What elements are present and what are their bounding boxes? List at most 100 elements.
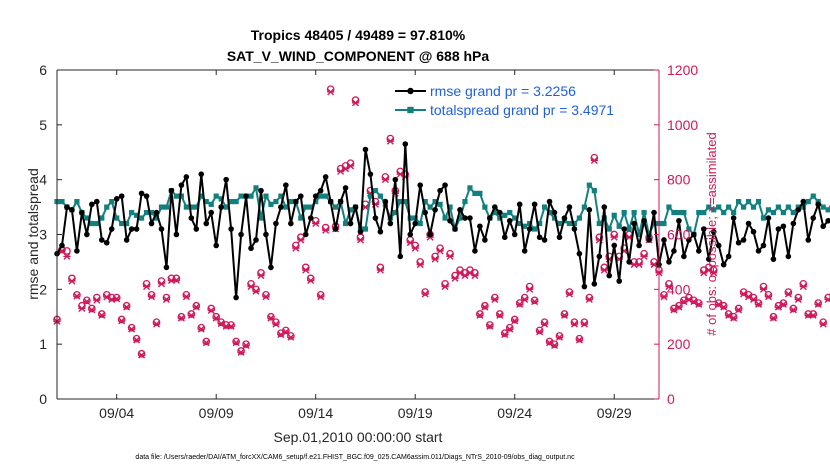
totalspread-point <box>363 226 368 231</box>
rmse-point <box>233 295 239 301</box>
y-left-tick-label: 0 <box>39 391 47 407</box>
rmse-point <box>736 240 742 246</box>
totalspread-point <box>303 204 308 209</box>
y-left-tick-label: 5 <box>39 117 47 133</box>
rmse-point <box>577 251 583 257</box>
totalspread-point <box>209 202 214 207</box>
y-right-tick-label: 600 <box>667 227 691 243</box>
rmse-point <box>601 204 607 210</box>
totalspread-point <box>442 215 447 220</box>
y-right-tick-label: 1000 <box>667 117 698 133</box>
totalspread-point <box>811 194 816 199</box>
totalspread-point <box>234 199 239 204</box>
totalspread-point <box>696 210 701 215</box>
rmse-point <box>641 218 647 224</box>
y-left-tick-label: 1 <box>39 336 47 352</box>
rmse-point <box>805 237 811 243</box>
rmse-point <box>378 229 384 235</box>
totalspread-point <box>477 191 482 196</box>
totalspread-point <box>617 224 622 229</box>
rmse-point <box>407 232 413 238</box>
rmse-point <box>263 232 269 238</box>
rmse-point <box>99 237 105 243</box>
rmse-point <box>338 199 344 205</box>
rmse-point <box>666 259 672 265</box>
rmse-point <box>820 223 826 229</box>
rmse-point <box>477 223 483 229</box>
totalspread-point <box>373 188 378 193</box>
rmse-point <box>616 278 622 284</box>
rmse-point <box>129 226 135 232</box>
rmse-point <box>238 232 244 238</box>
rmse-point <box>149 221 155 227</box>
totalspread-point <box>378 194 383 199</box>
rmse-point <box>373 215 379 221</box>
rmse-point <box>671 248 677 254</box>
rmse-point <box>512 232 518 238</box>
rmse-point <box>203 221 209 227</box>
y-right-axis-label: # of obs: o=possible; ×=assimilated <box>704 132 719 335</box>
rmse-point <box>502 234 508 240</box>
legend-spread-label: totalspread grand pr = 3.4971 <box>430 102 614 118</box>
totalspread-point <box>273 199 278 204</box>
rmse-point <box>567 204 573 210</box>
y-right-tick-label: 200 <box>667 336 691 352</box>
rmse-point <box>114 196 120 202</box>
totalspread-point <box>627 226 632 231</box>
rmse-point <box>383 199 389 205</box>
rmse-point <box>308 215 314 221</box>
totalspread-point <box>214 194 219 199</box>
rmse-point <box>64 204 70 210</box>
rmse-point <box>497 210 503 216</box>
rmse-point <box>587 207 593 213</box>
rmse-point <box>427 232 433 238</box>
totalspread-point <box>323 194 328 199</box>
totalspread-point <box>482 204 487 209</box>
x-tick-label: 09/04 <box>99 405 134 421</box>
rmse-point <box>651 210 657 216</box>
totalspread-point <box>741 204 746 209</box>
rmse-point <box>243 193 249 199</box>
rmse-point <box>223 177 229 183</box>
rmse-point <box>343 185 349 191</box>
totalspread-point <box>184 204 189 209</box>
chart-title-line2: SAT_V_WIND_COMPONENT @ 688 hPa <box>227 48 490 64</box>
totalspread-point <box>507 210 512 215</box>
totalspread-point <box>607 226 612 231</box>
rmse-point <box>681 254 687 260</box>
rmse-point <box>696 248 702 254</box>
rmse-point <box>134 226 140 232</box>
totalspread-point <box>746 199 751 204</box>
totalspread-point <box>542 204 547 209</box>
rmse-point <box>552 210 558 216</box>
rmse-point <box>323 174 329 180</box>
totalspread-point <box>263 194 268 199</box>
totalspread-point <box>109 199 114 204</box>
rmse-point <box>79 210 85 216</box>
rmse-point <box>596 254 602 260</box>
rmse-point <box>592 281 598 287</box>
rmse-point <box>791 221 797 227</box>
rmse-point <box>507 218 513 224</box>
totalspread-point <box>726 204 731 209</box>
totalspread-point <box>806 199 811 204</box>
rmse-point <box>328 199 334 205</box>
totalspread-point <box>582 204 587 209</box>
totalspread-point <box>641 210 646 215</box>
totalspread-point <box>119 221 124 226</box>
rmse-point <box>422 210 428 216</box>
x-tick-label: 09/24 <box>497 405 532 421</box>
totalspread-point <box>532 226 537 231</box>
rmse-point <box>119 193 125 199</box>
rmse-point <box>59 243 65 249</box>
totalspread-point <box>751 204 756 209</box>
totalspread-point <box>597 221 602 226</box>
totalspread-point <box>721 210 726 215</box>
rmse-point <box>472 248 478 254</box>
rmse-point <box>457 207 463 213</box>
totalspread-point <box>771 210 776 215</box>
x-tick-label: 09/09 <box>199 405 234 421</box>
obs-assimilated-point <box>785 291 792 297</box>
rmse-point <box>388 221 394 227</box>
